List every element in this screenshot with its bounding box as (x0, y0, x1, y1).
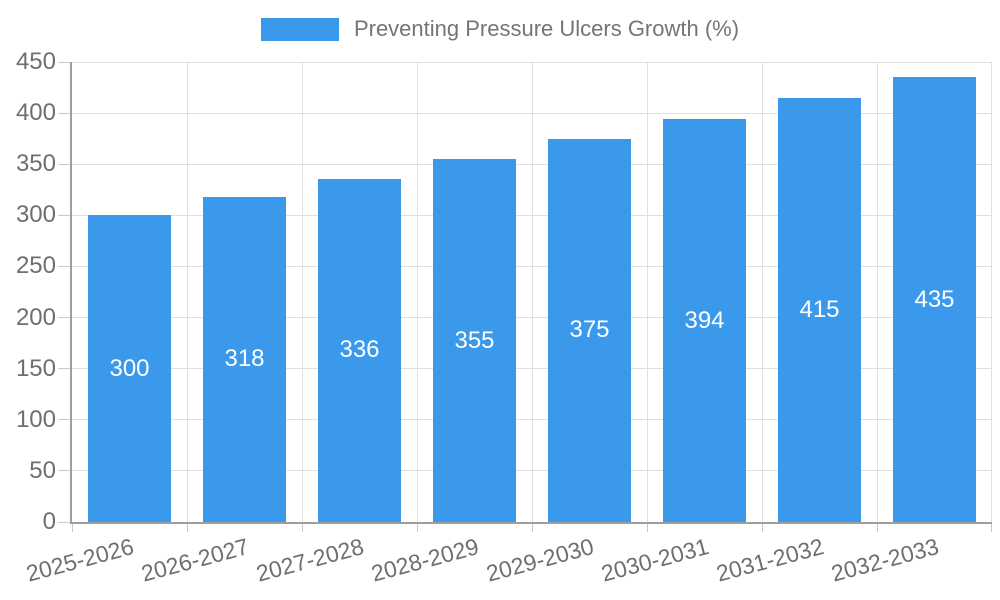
x-tick (761, 524, 763, 532)
bar-value-label: 336 (339, 336, 380, 364)
y-axis-label: 300 (15, 201, 56, 229)
y-tick (58, 112, 70, 114)
y-axis-label: 350 (15, 150, 56, 178)
bar-value-label: 415 (799, 295, 840, 323)
x-tick (301, 524, 303, 532)
bar (318, 178, 401, 522)
v-gridline (646, 62, 648, 522)
y-tick (58, 470, 70, 472)
bar (548, 138, 631, 522)
bar (663, 119, 746, 522)
x-tick (71, 524, 73, 532)
legend-swatch-icon (260, 17, 339, 41)
y-tick (58, 521, 70, 523)
y-axis-label: 50 (29, 456, 56, 484)
bar-value-label: 375 (569, 316, 610, 344)
v-gridline (186, 62, 188, 522)
y-tick (58, 317, 70, 319)
y-axis-label: 200 (15, 303, 56, 331)
x-tick (876, 524, 878, 532)
y-tick (58, 265, 70, 267)
y-tick (58, 368, 70, 370)
bar-value-label: 318 (224, 345, 265, 373)
bar (203, 196, 286, 522)
v-gridline (531, 62, 533, 522)
bar (893, 77, 976, 522)
y-tick (58, 214, 70, 216)
bar-value-label: 435 (914, 285, 955, 313)
bar-value-label: 394 (684, 306, 725, 334)
bar (778, 97, 861, 522)
legend-label: Preventing Pressure Ulcers Growth (%) (353, 16, 740, 41)
y-axis-label: 450 (15, 48, 56, 75)
y-tick (58, 419, 70, 421)
bar-value-label: 300 (109, 354, 150, 382)
x-tick (990, 524, 992, 532)
v-gridline (761, 62, 763, 522)
x-tick (186, 524, 188, 532)
y-axis-label: 150 (15, 354, 56, 382)
legend[interactable]: Preventing Pressure Ulcers Growth (%) (0, 16, 1000, 42)
x-tick (531, 524, 533, 532)
plot-area: 300 318 336 355 375 394 415 435 (72, 61, 992, 522)
x-axis-line (70, 522, 992, 524)
x-tick (416, 524, 418, 532)
y-axis-line (70, 62, 72, 524)
v-gridline (990, 62, 992, 522)
bar (88, 215, 171, 522)
y-axis-label: 100 (15, 405, 56, 433)
bar-value-label: 355 (454, 326, 495, 354)
y-axis-label: 250 (15, 252, 56, 280)
x-tick (646, 524, 648, 532)
v-gridline (876, 62, 878, 522)
y-tick (58, 163, 70, 165)
bar (433, 159, 516, 522)
y-axis-label: 0 (42, 508, 56, 535)
y-tick (58, 61, 70, 63)
v-gridline (301, 62, 303, 522)
v-gridline (416, 62, 418, 522)
y-axis-label: 400 (15, 99, 56, 127)
